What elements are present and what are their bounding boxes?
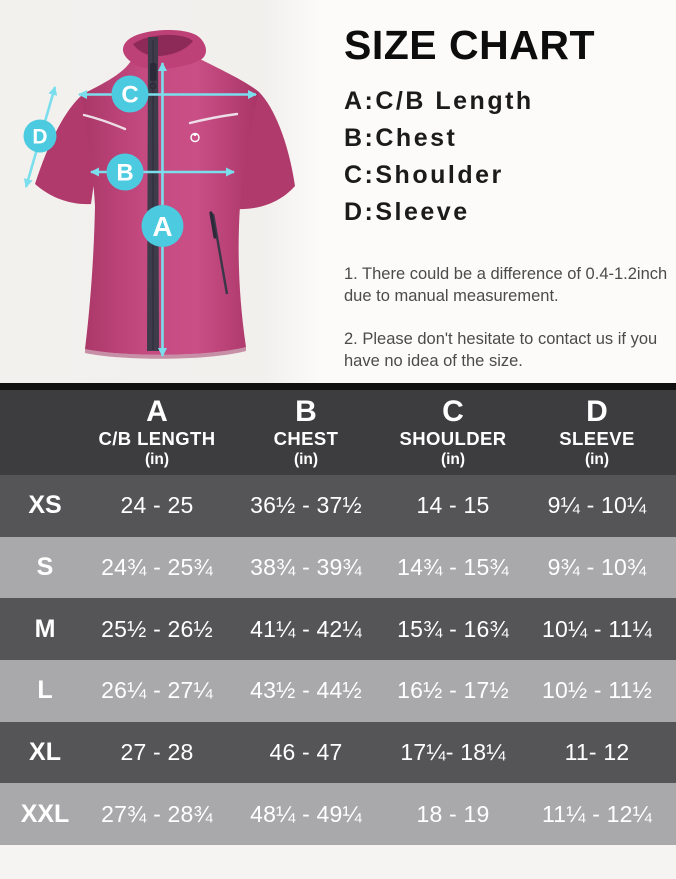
zipper-pull xyxy=(150,63,157,81)
cell-chest: 43½ - 44½ xyxy=(250,677,362,704)
header-letter-b: B xyxy=(295,395,317,428)
pocket-zipper xyxy=(211,213,229,295)
cell-chest: 38¾ - 39¾ xyxy=(250,554,362,581)
cell-chest: 36½ - 37½ xyxy=(250,492,362,519)
notes: 1. There could be a difference of 0.4-1.… xyxy=(344,264,670,373)
table-row-xxl: XXL 27¾ - 28¾ 48¼ - 49¼ 18 - 19 11¼ - 12… xyxy=(0,783,676,846)
header-unit-a: (in) xyxy=(144,451,170,468)
table-footer-spacer xyxy=(0,845,676,879)
pocket-zipper-pull xyxy=(209,211,217,239)
badge-c-circle xyxy=(111,75,149,113)
cell-shoulder: 17¼- 18¼ xyxy=(400,739,506,766)
cell-shoulder: 18 - 19 xyxy=(416,800,490,827)
cell-sleeve: 11- 12 xyxy=(564,739,630,766)
cell-chest: 46 - 47 xyxy=(269,739,343,766)
legend-item-c: C:Shoulder xyxy=(344,161,504,190)
header-unit-d: (in) xyxy=(584,451,610,468)
header-name-d: SLEEVE xyxy=(559,428,635,449)
header-unit-c: (in) xyxy=(440,451,466,468)
size-label: L xyxy=(37,676,53,705)
table-row-l: L 26¼ - 27¼ 43½ - 44½ 16½ - 17½ 10½ - 11… xyxy=(0,660,676,722)
header-letter-c: C xyxy=(442,395,464,428)
header-unit-b: (in) xyxy=(293,451,319,468)
badge-c-label: C xyxy=(121,82,138,109)
cell-shoulder: 15¾ - 16¾ xyxy=(397,615,509,642)
jacket-hem-shadow xyxy=(85,347,246,359)
badge-b-circle xyxy=(106,153,144,191)
cell-sleeve: 11¼ - 12¼ xyxy=(541,800,653,827)
header-name-a: C/B LENGTH xyxy=(98,428,216,449)
section-divider xyxy=(0,383,676,390)
cell-cb-length: 27¾ - 28¾ xyxy=(101,800,213,827)
badge-b-label: B xyxy=(116,160,133,187)
table-row-s: S 24¾ - 25¾ 38¾ - 39¾ 14¾ - 15¾ 9¾ - 10¾ xyxy=(0,536,676,599)
size-label: XL xyxy=(29,738,61,767)
header-name-b: CHEST xyxy=(273,428,339,449)
header-col-c: C SHOULDER (in) xyxy=(388,396,518,469)
header-name-c: SHOULDER xyxy=(399,428,507,449)
table-row-xl: XL 27 - 28 46 - 47 17¼- 18¼ 11- 12 xyxy=(0,721,676,784)
cell-shoulder: 14¾ - 15¾ xyxy=(397,554,509,581)
size-label: XS xyxy=(28,491,62,520)
table-row-xs: XS 24 - 25 36½ - 37½ 14 - 15 9¼ - 10¼ xyxy=(0,475,676,537)
size-label: S xyxy=(36,553,54,582)
legend-item-a: A:C/B Length xyxy=(344,87,534,116)
note-1: 1. There could be a difference of 0.4-1.… xyxy=(344,265,668,305)
cell-sleeve: 10¼ - 11¼ xyxy=(541,615,653,642)
size-table: A C/B LENGTH (in) B CHEST (in) C SHOULDE… xyxy=(0,390,676,879)
product-photo: C D B A xyxy=(0,0,322,383)
table-row-m: M 25½ - 26½ 41¼ - 42¼ 15¾ - 16¾ 10¼ - 11… xyxy=(0,598,676,661)
cell-chest: 41¼ - 42¼ xyxy=(250,615,362,642)
jacket-measurement-diagram: C D B A xyxy=(23,29,295,359)
note-2: 2. Please don't hesitate to contact us i… xyxy=(344,329,658,370)
page-title: SIZE CHART xyxy=(344,22,595,68)
badge-a-label: A xyxy=(152,211,172,242)
cell-cb-length: 25½ - 26½ xyxy=(101,615,213,642)
size-chart-info-panel: SIZE CHART A:C/B Length B:Chest C:Should… xyxy=(344,22,670,394)
measurement-legend: A:C/B Length B:Chest C:Shoulder D:Sleeve xyxy=(344,83,670,231)
cell-cb-length: 24 - 25 xyxy=(120,492,194,519)
cell-sleeve: 9¼ - 10¼ xyxy=(547,492,647,519)
cell-cb-length: 24¾ - 25¾ xyxy=(101,554,213,581)
measurement-badges: C D B A xyxy=(23,75,184,247)
jacket-illustration xyxy=(35,29,295,359)
header-letter-d: D xyxy=(586,395,608,428)
cell-shoulder: 16½ - 17½ xyxy=(397,677,509,704)
header-col-b: B CHEST (in) xyxy=(224,396,388,469)
top-section: C D B A SIZE CHART A:C/B Length B:Chest … xyxy=(0,0,676,383)
cell-shoulder: 14 - 15 xyxy=(416,492,490,519)
cell-cb-length: 27 - 28 xyxy=(120,739,194,766)
badge-d-circle xyxy=(23,119,57,153)
cell-sleeve: 10½ - 11½ xyxy=(541,677,653,704)
legend-item-b: B:Chest xyxy=(344,124,458,153)
cell-chest: 48¼ - 49¼ xyxy=(250,800,362,827)
header-col-d: D SLEEVE (in) xyxy=(518,396,676,469)
size-label: XXL xyxy=(20,799,70,828)
size-label: M xyxy=(34,614,56,643)
cell-cb-length: 26¼ - 27¼ xyxy=(101,677,213,704)
brand-logo-icon xyxy=(190,132,200,143)
header-letter-a: A xyxy=(146,395,168,428)
badge-d-label: D xyxy=(32,126,47,149)
jacket-body xyxy=(81,57,259,355)
table-header-row: A C/B LENGTH (in) B CHEST (in) C SHOULDE… xyxy=(0,390,676,475)
header-col-a: A C/B LENGTH (in) xyxy=(90,396,224,469)
cell-sleeve: 9¾ - 10¾ xyxy=(547,554,647,581)
reflective-strip-left xyxy=(82,113,127,131)
reflective-strip-right xyxy=(188,112,239,125)
zipper-pull-ring xyxy=(149,82,157,90)
badge-a-circle xyxy=(141,205,184,247)
legend-item-d: D:Sleeve xyxy=(344,198,470,227)
